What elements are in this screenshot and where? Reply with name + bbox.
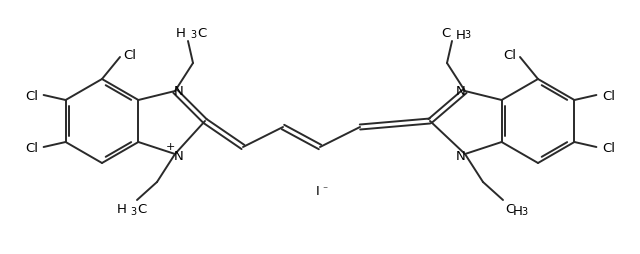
Text: Cl: Cl	[602, 141, 615, 154]
Text: Cl: Cl	[602, 89, 615, 102]
Text: C: C	[505, 203, 515, 216]
Text: +: +	[165, 141, 175, 151]
Text: 3: 3	[464, 30, 470, 40]
Text: N: N	[456, 84, 466, 97]
Text: H: H	[456, 28, 466, 41]
Text: C: C	[137, 203, 147, 216]
Text: N: N	[456, 149, 466, 162]
Text: N: N	[174, 84, 184, 97]
Text: H: H	[176, 26, 186, 39]
Text: 3: 3	[521, 206, 527, 216]
Text: N: N	[174, 149, 184, 162]
Text: C: C	[197, 26, 206, 39]
Text: H: H	[117, 203, 127, 216]
Text: Cl: Cl	[504, 48, 516, 61]
Text: ⁻: ⁻	[323, 184, 328, 194]
Text: Cl: Cl	[25, 141, 38, 154]
Text: Cl: Cl	[124, 48, 136, 61]
Text: C: C	[441, 26, 450, 39]
Text: I: I	[316, 185, 320, 198]
Text: 3: 3	[130, 206, 136, 216]
Text: H: H	[513, 205, 523, 218]
Text: 3: 3	[190, 30, 196, 40]
Text: Cl: Cl	[25, 89, 38, 102]
